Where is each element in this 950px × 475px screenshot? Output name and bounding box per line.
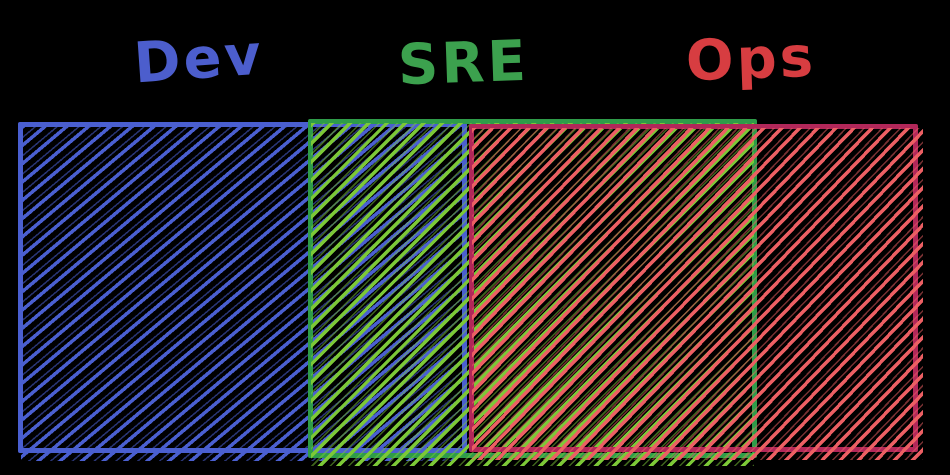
ops-label: Ops	[684, 24, 818, 95]
sre-label: SRE	[396, 28, 530, 99]
dev-label: Dev	[131, 22, 267, 97]
ops-hatch-pattern	[472, 128, 923, 460]
ops-box	[469, 124, 923, 460]
